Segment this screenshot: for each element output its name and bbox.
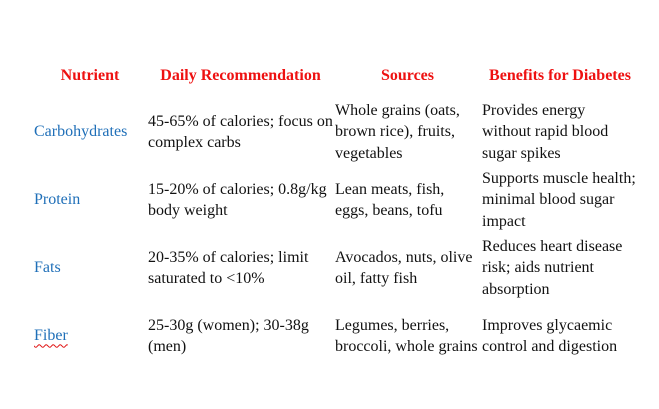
- cell-daily-recommendation: 15-20% of calories; 0.8g/kg body weight: [148, 180, 327, 220]
- cell-daily-recommendation: 20-35% of calories; limit saturated to <…: [148, 248, 309, 288]
- cell-daily-recommendation: 45-65% of calories; focus on complex car…: [148, 112, 333, 152]
- header-daily-recommendation: Daily Recommendation: [160, 66, 321, 84]
- cell-sources: Whole grains (oats, brown rice), fruits,…: [335, 101, 460, 162]
- table-row: Fats 20-35% of calories; limit saturated…: [32, 234, 638, 302]
- header-row: Nutrient Daily Recommendation Sources Be…: [32, 52, 638, 98]
- header-sources: Sources: [380, 66, 435, 84]
- cell-daily-recommendation: 25-30g (women); 30-38g (men): [148, 316, 309, 356]
- cell-benefits: Reduces heart disease risk; aids nutrien…: [482, 237, 623, 298]
- spellcheck-flagged-word[interactable]: Fiber: [34, 327, 68, 345]
- cell-sources: Legumes, berries, broccoli, whole grains: [335, 316, 478, 356]
- cell-nutrient: Fiber: [32, 302, 146, 370]
- cell-nutrient: Protein: [34, 191, 81, 209]
- cell-nutrient: Carbohydrates: [34, 123, 128, 141]
- cell-benefits: Provides energy without rapid blood suga…: [482, 101, 609, 162]
- table-row: Fiber 25-30g (women); 30-38g (men) Legum…: [32, 302, 638, 370]
- cell-benefits: Supports muscle health; minimal blood su…: [482, 169, 636, 230]
- header-nutrient: Nutrient: [60, 66, 120, 84]
- nutrition-table: Nutrient Daily Recommendation Sources Be…: [32, 52, 638, 370]
- table-row: Carbohydrates 45-65% of calories; focus …: [32, 98, 638, 166]
- table-row: Protein 15-20% of calories; 0.8g/kg body…: [32, 166, 638, 234]
- cell-sources: Lean meats, fish, eggs, beans, tofu: [335, 180, 445, 220]
- header-benefits: Benefits for Diabetes: [489, 66, 631, 84]
- cell-nutrient: Fats: [34, 259, 61, 277]
- cell-benefits: Improves glycaemic control and digestion: [482, 316, 618, 356]
- cell-sources: Avocados, nuts, olive oil, fatty fish: [335, 248, 473, 288]
